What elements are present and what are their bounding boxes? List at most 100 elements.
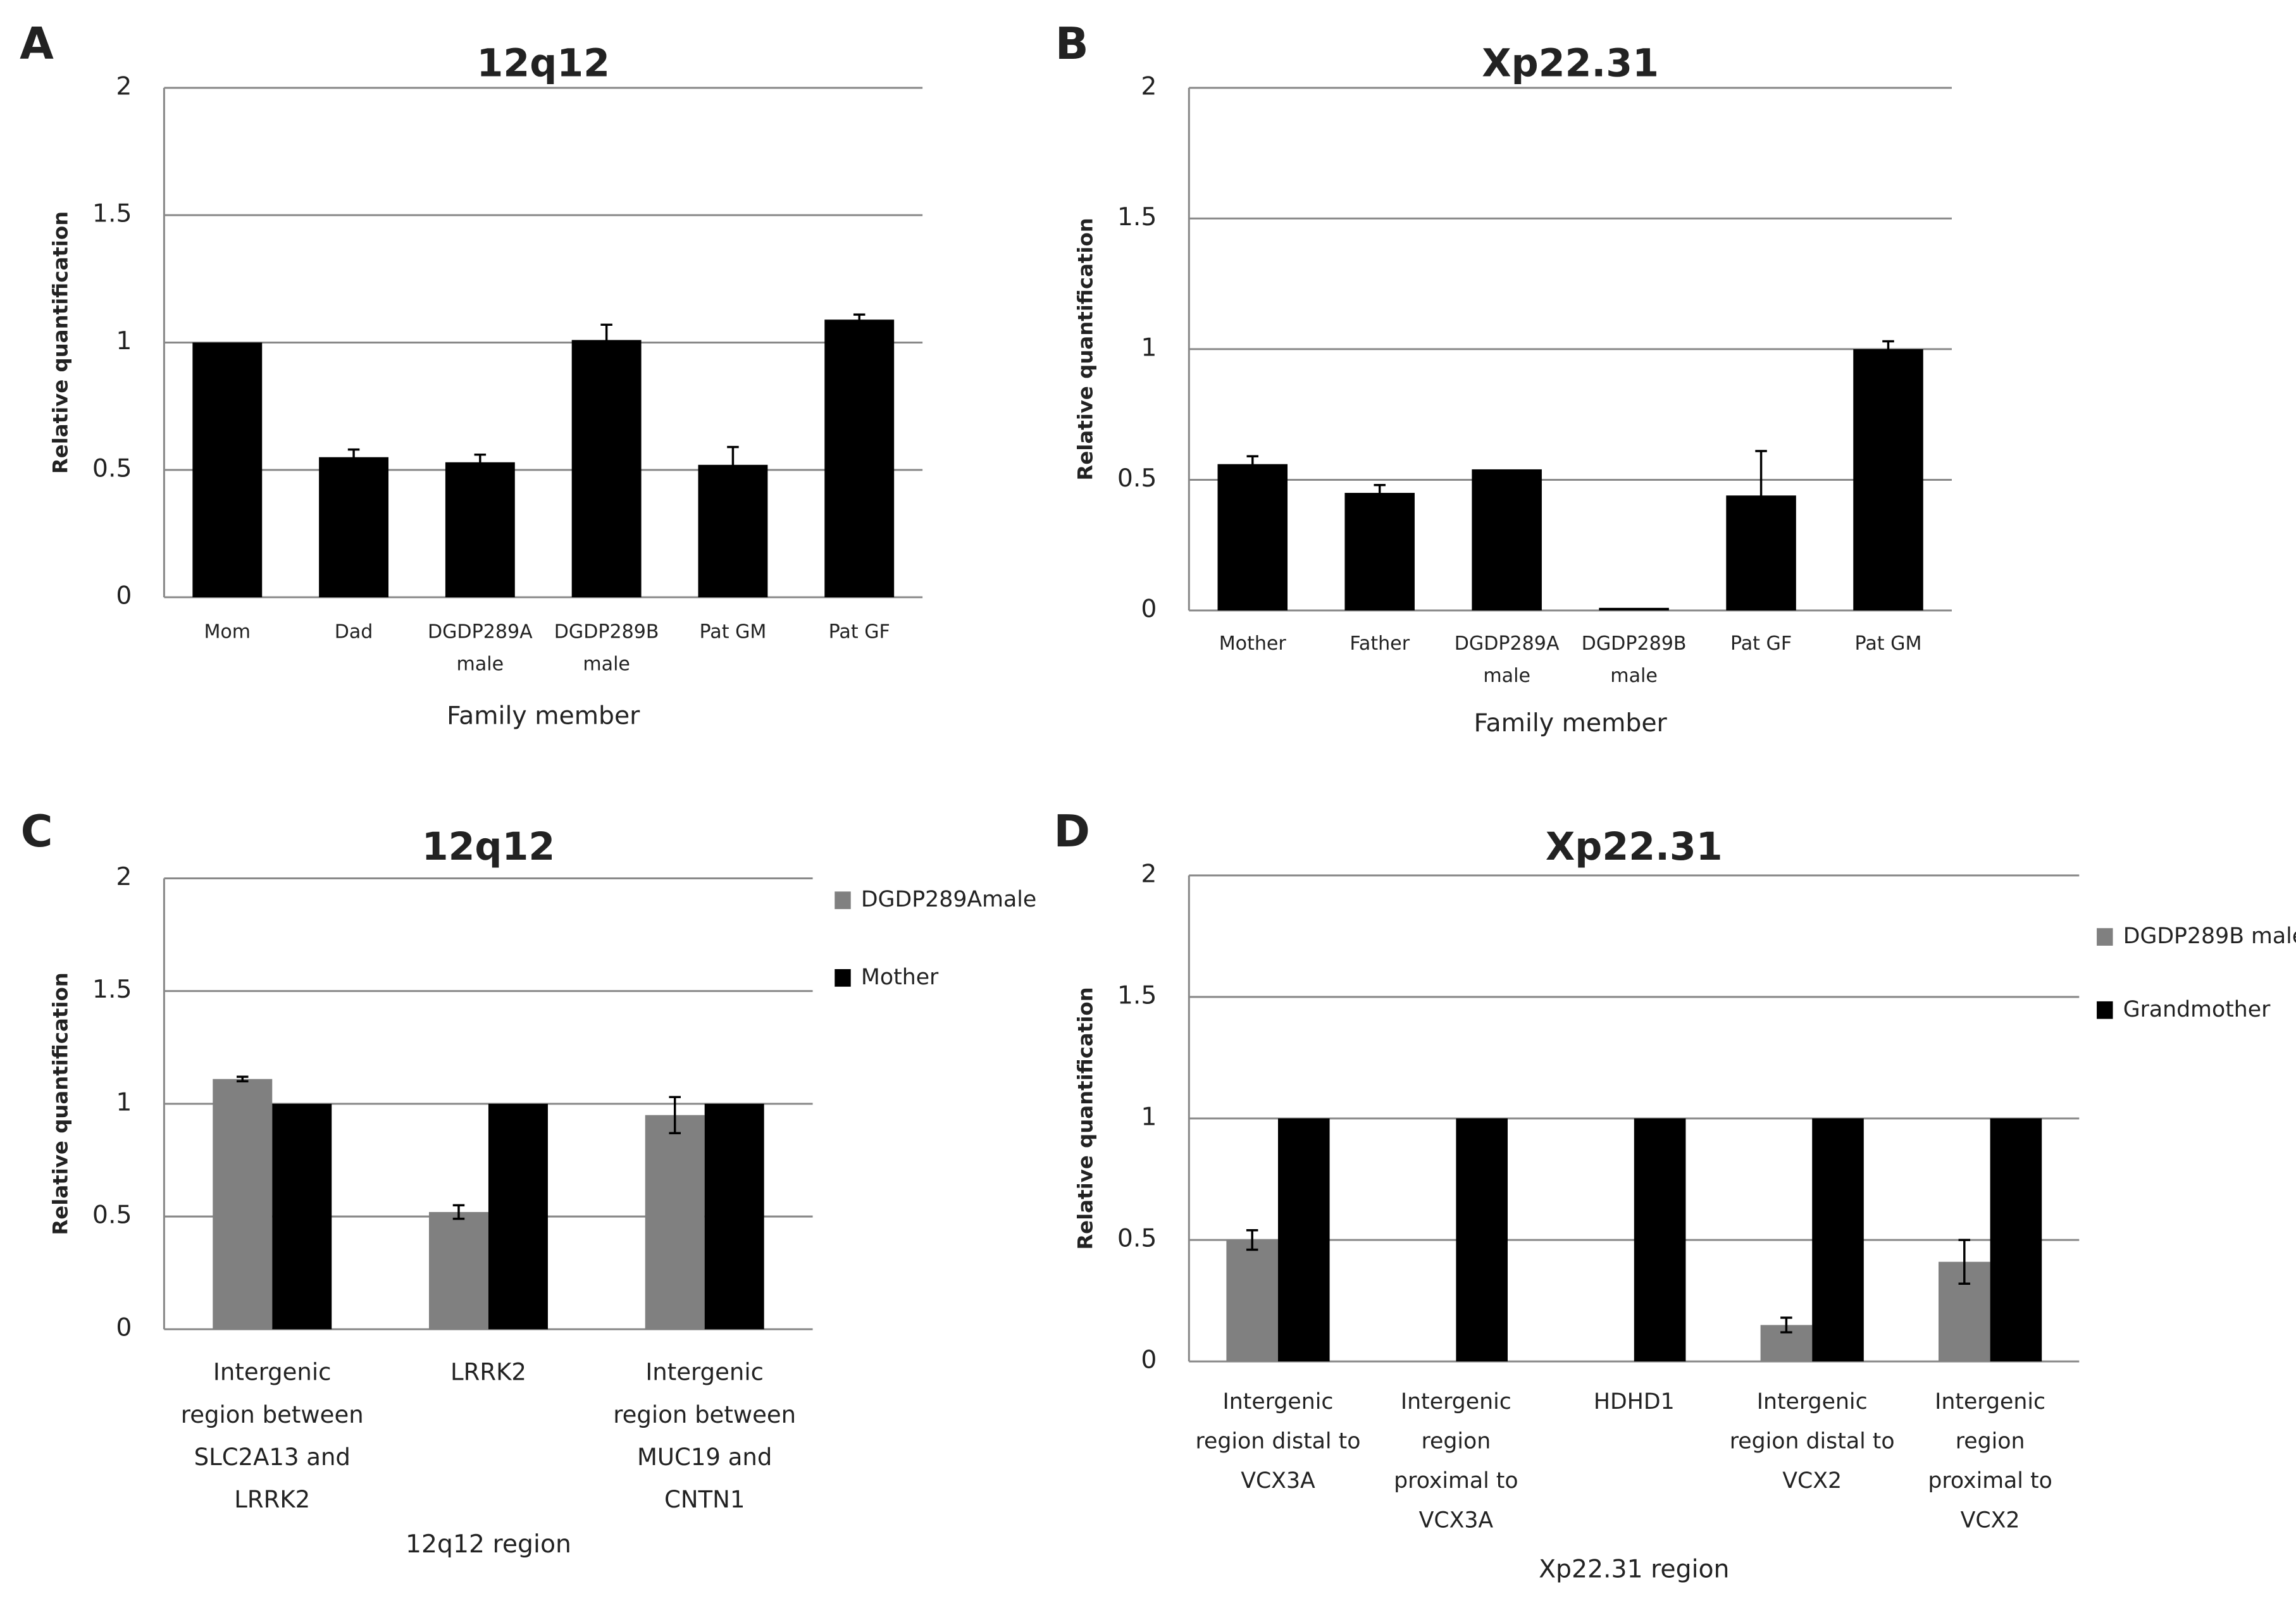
x-tick-label: Pat GM bbox=[1855, 633, 1922, 655]
bar bbox=[571, 340, 642, 598]
x-tick-label: Intergenic region distal to VCX3A bbox=[1196, 1389, 1361, 1494]
y-axis-label: Relative quantification bbox=[1073, 218, 1097, 480]
bar bbox=[1990, 1118, 2042, 1362]
x-tick-label: Intergenic region distal to VCX2 bbox=[1730, 1389, 1895, 1494]
chart-title: 12q12 bbox=[422, 825, 555, 869]
y-axis-label: Relative quantification bbox=[48, 211, 72, 474]
x-tick-line: region distal to bbox=[1730, 1428, 1895, 1454]
y-tick-label: 0.5 bbox=[92, 1201, 132, 1230]
bar bbox=[192, 342, 263, 598]
x-tick-line: VCX2 bbox=[1961, 1507, 2020, 1533]
error-bar bbox=[452, 1204, 465, 1220]
error-bar bbox=[1958, 1239, 1971, 1285]
bar bbox=[428, 1211, 488, 1330]
x-tick-label: HDHD1 bbox=[1594, 1389, 1675, 1414]
bar bbox=[645, 1115, 705, 1330]
chart-title: Xp22.31 bbox=[1546, 825, 1723, 869]
bar bbox=[824, 319, 895, 598]
legend-swatch bbox=[835, 969, 851, 987]
y-tick-label: 1 bbox=[1141, 333, 1157, 362]
y-tick-label: 2 bbox=[1141, 71, 1157, 101]
error-bar bbox=[1755, 450, 1767, 542]
y-tick-label: 1 bbox=[1141, 1103, 1157, 1132]
x-tick-line: Intergenic bbox=[1401, 1389, 1511, 1414]
bar bbox=[1599, 607, 1669, 611]
x-tick-line: Intergenic bbox=[1223, 1389, 1334, 1414]
error-bar bbox=[727, 445, 739, 484]
x-axis-label: Family member bbox=[447, 701, 640, 730]
x-tick-line: Pat GF bbox=[829, 621, 890, 643]
y-tick-label: 0.5 bbox=[1117, 1224, 1157, 1253]
x-tick-line: Mom bbox=[204, 621, 251, 643]
panel-label: C bbox=[21, 807, 53, 857]
bar bbox=[704, 1103, 764, 1330]
x-tick-label: Mom bbox=[204, 621, 251, 643]
error-bar bbox=[600, 323, 612, 357]
x-tick-line: Pat GF bbox=[1730, 633, 1792, 655]
legend-swatch bbox=[2097, 928, 2113, 946]
x-tick-label: Pat GF bbox=[829, 621, 890, 643]
chart-title: 12q12 bbox=[477, 42, 611, 86]
x-tick-line: Dad bbox=[335, 621, 373, 643]
y-tick-label: 1 bbox=[116, 326, 132, 356]
x-tick-line: Pat GM bbox=[700, 621, 767, 643]
x-tick-line: LRRK2 bbox=[450, 1358, 526, 1385]
x-tick-line: Mother bbox=[1219, 633, 1287, 655]
error-bar bbox=[1374, 483, 1386, 502]
x-tick-label: Intergenic region proximal to VCX3A bbox=[1394, 1389, 1518, 1533]
y-tick-label: 2 bbox=[116, 71, 132, 101]
x-tick-line: region between bbox=[613, 1401, 796, 1428]
x-tick-label: DGDP289A male bbox=[428, 621, 533, 675]
error-bar bbox=[237, 1075, 249, 1082]
x-tick-line: male bbox=[1610, 665, 1658, 687]
bar bbox=[1456, 1118, 1508, 1362]
error-bar bbox=[347, 448, 360, 466]
x-tick-line: DGDP289A bbox=[1455, 633, 1560, 655]
y-tick-label: 2 bbox=[116, 862, 132, 891]
x-tick-line: proximal to bbox=[1928, 1468, 2052, 1494]
x-tick-label: Dad bbox=[335, 621, 373, 643]
x-tick-line: DGDP289B bbox=[554, 621, 659, 643]
legend-label: Grandmother bbox=[2123, 997, 2271, 1022]
x-tick-line: DGDP289A bbox=[428, 621, 533, 643]
x-axis-label: Xp22.31 region bbox=[1539, 1555, 1729, 1584]
x-tick-line: proximal to bbox=[1394, 1468, 1518, 1494]
x-tick-line: LRRK2 bbox=[234, 1486, 310, 1513]
x-tick-line: MUC19 and bbox=[637, 1443, 772, 1470]
error-bar bbox=[1780, 1316, 1792, 1334]
x-tick-line: Intergenic bbox=[1757, 1389, 1868, 1414]
x-tick-line: region between bbox=[181, 1401, 364, 1428]
bar bbox=[1226, 1240, 1278, 1362]
bar bbox=[1853, 349, 1923, 611]
x-tick-line: Intergenic bbox=[213, 1358, 332, 1385]
panel-label: B bbox=[1055, 19, 1089, 70]
x-tick-label: Pat GF bbox=[1730, 633, 1792, 655]
y-tick-label: 0.5 bbox=[1117, 464, 1157, 493]
bar bbox=[698, 464, 768, 598]
x-tick-line: Intergenic bbox=[1935, 1389, 2045, 1414]
legend-label: DGDP289B male bbox=[2123, 924, 2296, 949]
x-tick-line: Father bbox=[1350, 633, 1410, 655]
bar bbox=[1634, 1118, 1686, 1362]
x-tick-label: DGDP289B male bbox=[554, 621, 659, 675]
bar bbox=[1812, 1118, 1864, 1362]
error-bar bbox=[1882, 340, 1894, 359]
error-bar bbox=[1246, 1229, 1258, 1251]
error-bar bbox=[1246, 455, 1259, 473]
x-tick-line: region bbox=[1956, 1428, 2025, 1454]
y-tick-label: 1.5 bbox=[92, 975, 132, 1004]
panel-label: A bbox=[20, 19, 54, 70]
x-tick-line: SLC2A13 and bbox=[194, 1443, 351, 1470]
y-tick-label: 0 bbox=[116, 1313, 132, 1342]
x-tick-line: DGDP289B bbox=[1582, 633, 1687, 655]
y-tick-label: 2 bbox=[1141, 859, 1157, 888]
chart-title: Xp22.31 bbox=[1482, 42, 1659, 86]
x-tick-line: HDHD1 bbox=[1594, 1389, 1675, 1414]
error-bar bbox=[853, 313, 866, 326]
x-tick-line: male bbox=[583, 653, 630, 675]
bar bbox=[213, 1079, 273, 1330]
y-tick-label: 1 bbox=[116, 1087, 132, 1117]
y-axis-label: Relative quantification bbox=[48, 972, 72, 1235]
y-tick-label: 0 bbox=[1141, 595, 1157, 624]
